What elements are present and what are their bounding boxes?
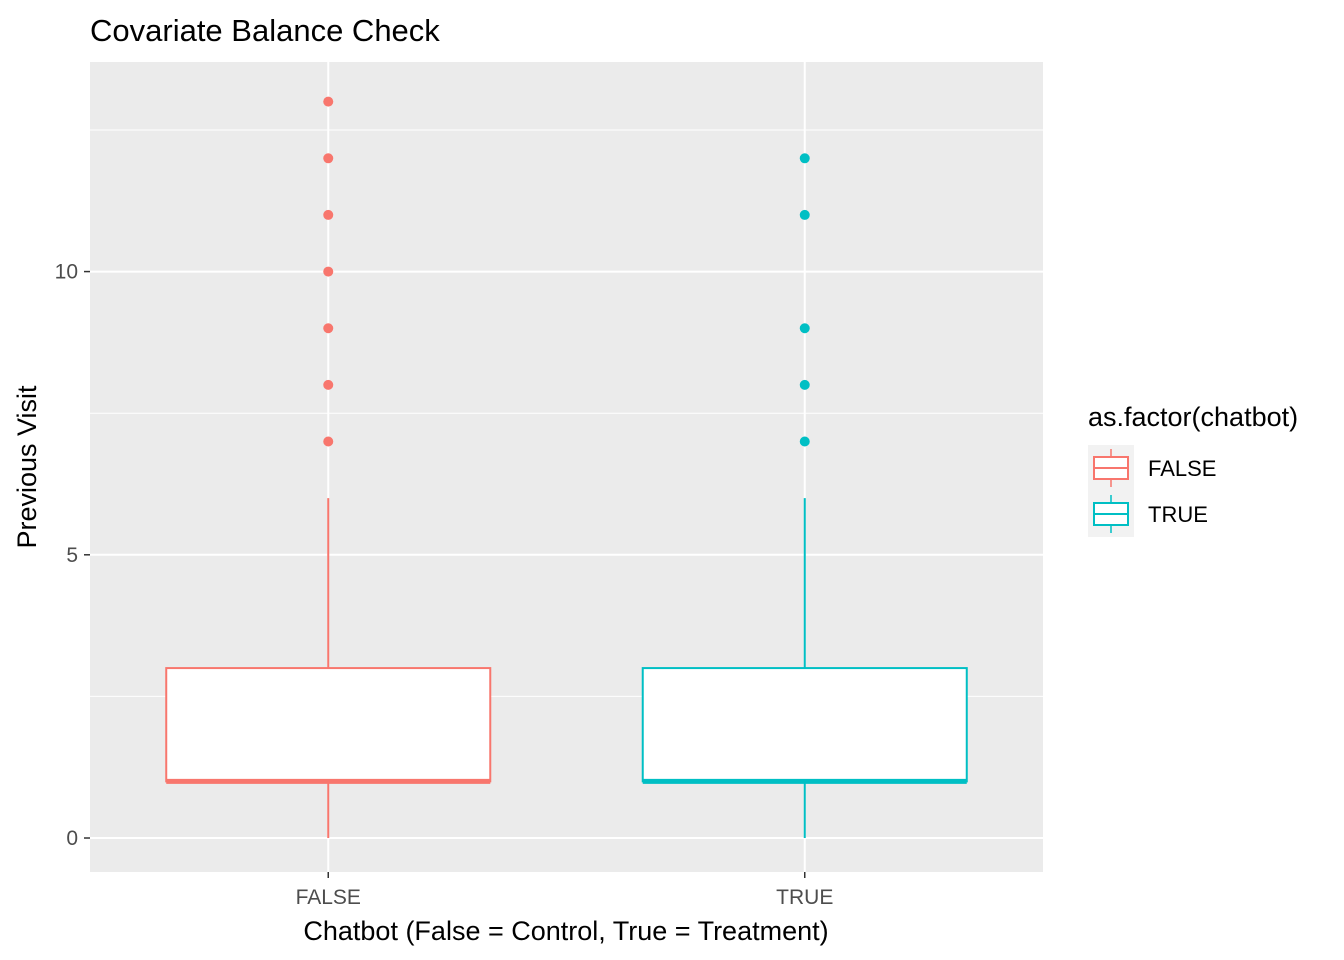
y-axis: 0 5 10: [55, 261, 90, 850]
legend-entry-false: FALSE: [1088, 445, 1216, 491]
x-tick-label: FALSE: [296, 886, 361, 909]
x-tick-label: TRUE: [776, 886, 833, 909]
outlier-point: [323, 96, 334, 107]
outlier-point: [323, 153, 334, 164]
outlier-point: [323, 209, 334, 220]
outlier-point: [799, 209, 810, 220]
y-tick-label: 5: [66, 544, 78, 567]
outlier-point: [323, 266, 334, 277]
chart-title: Covariate Balance Check: [90, 13, 440, 48]
boxes: [165, 96, 968, 839]
y-axis-title: Previous Visit: [12, 385, 42, 549]
outlier-point: [799, 436, 810, 447]
outlier-point: [323, 379, 334, 390]
outlier-point: [799, 379, 810, 390]
legend-title: as.factor(chatbot): [1088, 402, 1298, 432]
outlier-point: [799, 153, 810, 164]
y-tick-label: 10: [55, 261, 78, 284]
box-body: [641, 667, 968, 783]
outlier-point: [323, 436, 334, 447]
box-true: [641, 153, 968, 839]
box-body: [165, 667, 492, 783]
x-axis-title: Chatbot (False = Control, True = Treatme…: [303, 916, 828, 946]
legend-label: TRUE: [1148, 502, 1208, 527]
outlier-point: [323, 323, 334, 334]
legend-label: FALSE: [1148, 456, 1216, 481]
legend: as.factor(chatbot) FALSE TRUE: [1088, 402, 1298, 537]
legend-entry-true: TRUE: [1088, 491, 1208, 537]
y-tick-label: 0: [66, 827, 78, 850]
x-axis: FALSE TRUE: [296, 872, 833, 909]
outlier-point: [799, 323, 810, 334]
box-false: [165, 96, 492, 839]
